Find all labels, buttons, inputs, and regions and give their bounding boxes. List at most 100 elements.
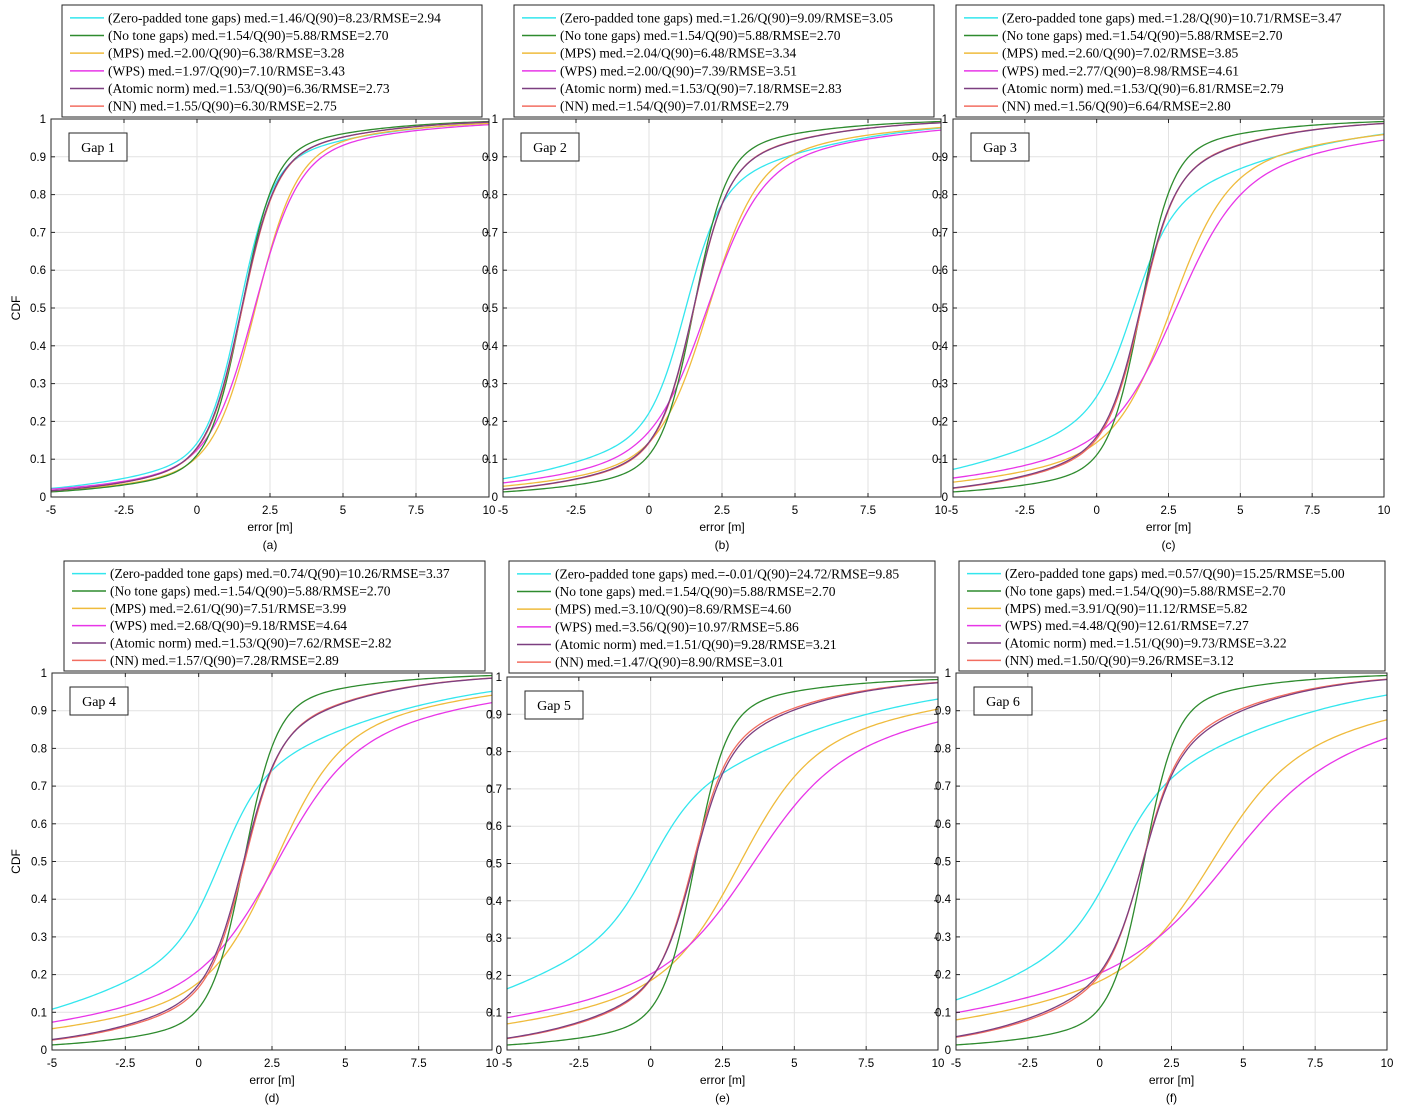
series-line-no-tone [51,674,493,1046]
y-tick-label: 0.8 [932,190,948,202]
y-tick-label: 0.1 [30,454,46,466]
y-axis-label: CDF [9,849,23,874]
series-lines [502,120,942,493]
gap-annotation-box [69,686,129,716]
x-tick-label: 5 [340,505,346,517]
series-line-zero-padded [952,133,1385,470]
y-tick-label: 0.9 [482,152,498,164]
x-tick-label: 5 [342,1058,348,1070]
x-axis-label: error [m] [1146,520,1191,534]
x-tick-label: 0 [647,1058,653,1070]
legend-entry: (Atomic norm) med.=1.53/Q(90)=6.81/RMSE=… [1002,81,1284,96]
x-tick-label: -2.5 [1015,505,1035,517]
y-tick-label: 0.1 [932,454,948,466]
y-tick-label: 0.4 [30,341,47,353]
x-tick-label: 5 [792,505,798,517]
gap-annotation-label: Gap 6 [986,695,1020,710]
legend-entry: (Atomic norm) med.=1.53/Q(90)=7.18/RMSE=… [560,81,842,96]
y-tick-label: 0.2 [935,970,951,982]
legend-entry: (Atomic norm) med.=1.51/Q(90)=9.28/RMSE=… [555,637,837,652]
y-tick-label: 0.4 [482,341,499,353]
y-tick-label: 0.3 [935,932,951,944]
x-tick-label: -2.5 [566,505,586,517]
chart-panel-6: -5 -2.5 0 2.5 5 7.5 1000.10.20.30.40.50.60.70.… [935,560,1393,1105]
x-tick-label: 10 [483,505,496,517]
legend-entry: (MPS) med.=2.04/Q(90)=6.48/RMSE=3.34 [560,46,796,61]
legend: (Zero-padded tone gaps) med.=1.28/Q(90)=… [955,4,1385,118]
legend-entry: (Zero-padded tone gaps) med.=1.28/Q(90)=… [1002,10,1342,25]
y-tick-label: 0.6 [482,265,498,277]
y-tick-label: 0.7 [935,781,951,793]
legend-entry: (No tone gaps) med.=1.54/Q(90)=5.88/RMSE… [110,584,391,599]
legend-entry: (Zero-padded tone gaps) med.=1.46/Q(90)=… [108,10,441,25]
y-tick-label: 0 [496,1045,502,1057]
series-line-atomic [51,677,493,1041]
y-tick-label: 1 [942,114,948,126]
gap-annotation-box [520,132,580,162]
x-tick-label: 10 [935,505,948,517]
y-tick-label: 0.7 [486,784,502,796]
series-line-atomic [50,121,490,492]
y-tick-label: 0.6 [31,819,47,831]
y-tick-label: 0.4 [935,894,952,906]
x-tick-label: 5 [791,1058,797,1070]
y-tick-label: 0.6 [935,819,951,831]
y-tick-label: 0.3 [30,379,46,391]
legend-entry: (WPS) med.=2.77/Q(90)=8.98/RMSE=4.61 [1002,63,1239,78]
series-line-wps [50,124,490,490]
legend-entry: (WPS) med.=3.56/Q(90)=10.97/RMSE=5.86 [555,619,799,634]
y-tick-label: 0.1 [482,454,498,466]
y-tick-label: 0 [40,492,46,504]
series-line-wps [506,721,939,1019]
legend-entry: (Atomic norm) med.=1.53/Q(90)=6.36/RMSE=… [108,81,390,96]
y-tick-label: 0.9 [486,709,502,721]
x-tick-label: -2.5 [1018,1058,1038,1070]
y-tick-label: 0.3 [31,932,47,944]
x-tick-label: -5 [502,1058,512,1070]
y-tick-label: 0.4 [486,896,503,908]
chart-panel-5: -5 -2.5 0 2.5 5 7.5 1000.10.20.30.40.50.60.70.… [486,560,944,1105]
series-lines [51,674,493,1046]
y-tick-label: 1 [496,672,502,684]
legend-entry: (No tone gaps) med.=1.54/Q(90)=5.88/RMSE… [560,28,841,43]
series-line-zero-padded [955,694,1388,1001]
x-tick-label: 0 [195,1058,201,1070]
y-tick-label: 0.8 [482,190,498,202]
y-tick-label: 0.1 [935,1007,951,1019]
y-tick-label: 0.5 [482,303,498,315]
x-tick-label: 5 [1240,1058,1246,1070]
x-tick-label: 0 [1096,1058,1102,1070]
x-tick-label: 10 [486,1058,499,1070]
y-tick-label: 0.8 [486,747,502,759]
x-axis-label: error [m] [1149,1073,1194,1087]
gap-annotation-box [524,690,584,720]
x-tick-label: 0 [646,505,652,517]
y-tick-label: 0.4 [31,894,48,906]
x-tick-label: -5 [498,505,508,517]
y-tick-label: 1 [945,668,951,680]
x-tick-label: -5 [46,505,56,517]
series-line-wps [51,701,493,1023]
y-tick-label: 0.5 [935,857,951,869]
y-tick-label: 0.7 [31,781,47,793]
y-tick-label: 0.9 [30,152,46,164]
legend: (Zero-padded tone gaps) med.=0.57/Q(90)=… [958,560,1386,672]
legend-entry: (MPS) med.=2.61/Q(90)=7.51/RMSE=3.99 [110,601,346,616]
panel-caption: (b) [715,538,730,552]
series-line-mps [506,708,939,1025]
legend-box [958,560,1386,672]
x-tick-label: 0 [1093,505,1099,517]
y-tick-label: 0 [945,1045,951,1057]
series-line-mps [952,133,1385,483]
legend-box [955,4,1385,118]
legend-box [513,4,935,118]
x-tick-label: 2.5 [714,505,730,517]
legend-entry: (Zero-padded tone gaps) med.=0.74/Q(90)=… [110,566,450,581]
x-tick-label: 5 [1237,505,1243,517]
panel-caption: (a) [263,538,278,552]
chart-panel-4: -5 -2.5 0 2.5 5 7.5 1000.10.20.30.40.50.60.70.… [9,560,499,1105]
legend-entry: (WPS) med.=2.00/Q(90)=7.39/RMSE=3.51 [560,63,797,78]
y-tick-label: 0.2 [932,416,948,428]
x-tick-label: 7.5 [408,505,424,517]
